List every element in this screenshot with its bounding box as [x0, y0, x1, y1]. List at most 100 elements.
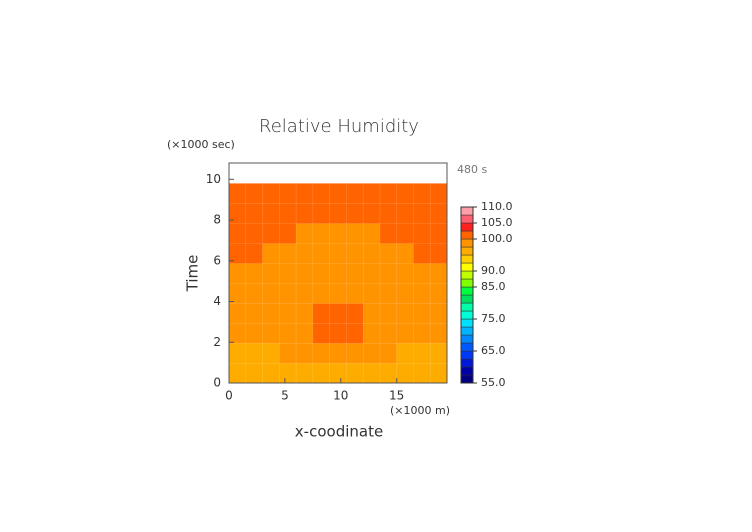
- contour-cell: [329, 342, 347, 364]
- contour-cell: [379, 242, 398, 264]
- contour-cell: [312, 282, 331, 304]
- contour-cell: [262, 362, 280, 384]
- chart-title: Relative Humidity: [259, 116, 419, 137]
- contour-cell: [362, 362, 381, 384]
- contour-cell: [396, 242, 415, 264]
- colorbar-box: [460, 286, 474, 296]
- contour-cell: [312, 242, 331, 264]
- colorbar-box: [460, 310, 474, 320]
- contour-cell: [245, 183, 264, 204]
- contour-cell: [362, 222, 381, 244]
- contour-cell: [379, 222, 398, 244]
- colorbar-box: [460, 270, 474, 280]
- contour-cell: [362, 203, 381, 224]
- contour-cell: [329, 222, 347, 244]
- contour-cell: [329, 262, 347, 284]
- colorbar-tick-label: 105.0: [481, 216, 513, 229]
- contour-cell: [329, 362, 347, 384]
- contour-cell: [329, 302, 347, 324]
- contour-cell: [295, 242, 314, 264]
- contour-cell: [262, 322, 280, 344]
- colorbar-box: [460, 230, 474, 240]
- colorbar-box: [460, 278, 474, 288]
- colorbar-box: [460, 238, 474, 248]
- contour-cell: [312, 302, 331, 324]
- contour-cell: [312, 322, 331, 344]
- contour-cell: [295, 302, 314, 324]
- contour-cell: [346, 203, 364, 224]
- contour-cell: [396, 362, 415, 384]
- contour-cell: [228, 342, 247, 364]
- contour-cell: [413, 183, 431, 204]
- colorbar-frame: [460, 206, 474, 384]
- contour-cell: [413, 362, 431, 384]
- contour-cell: [413, 342, 431, 364]
- contour-cell: [245, 322, 264, 344]
- contour-cell: [262, 222, 280, 244]
- contour-cell: [362, 322, 381, 344]
- contour-cell: [346, 222, 364, 244]
- x-tick-label: 15: [389, 389, 404, 403]
- colorbar-box: [460, 206, 474, 216]
- contour-cell: [312, 203, 331, 224]
- contour-cell: [228, 203, 247, 224]
- colorbar-tick-label: 90.0: [481, 264, 506, 277]
- contour-cell: [396, 183, 415, 204]
- colorbar-tick-label: 110.0: [481, 200, 513, 213]
- contour-cell: [228, 222, 247, 244]
- contour-cell: [362, 342, 381, 364]
- contour-cell: [295, 262, 314, 284]
- colorbar-box: [460, 262, 474, 272]
- contour-cell: [329, 282, 347, 304]
- colorbar-tick-label: 100.0: [481, 232, 513, 245]
- colorbar-tick-label: 75.0: [481, 312, 506, 325]
- y-tick-label: 6: [213, 253, 221, 267]
- contour-cell: [362, 242, 381, 264]
- contour-cell: [429, 262, 448, 284]
- contour-cell: [346, 362, 364, 384]
- contour-cell: [279, 262, 297, 284]
- contour-cell: [262, 203, 280, 224]
- contour-cell: [429, 282, 448, 304]
- contour-cell: [295, 322, 314, 344]
- contour-cell: [245, 203, 264, 224]
- contour-cell: [245, 222, 264, 244]
- contour-cell: [245, 362, 264, 384]
- colorbar-box: [460, 366, 474, 376]
- colorbar-tick-label: 65.0: [481, 344, 506, 357]
- colorbar-box: [460, 222, 474, 232]
- contour-cell: [262, 282, 280, 304]
- contour-cell: [413, 322, 431, 344]
- contour-cell: [379, 262, 398, 284]
- contour-cell: [279, 183, 297, 204]
- contour-cell: [228, 322, 247, 344]
- contour-cell: [413, 262, 431, 284]
- x-axis-label: x-coodinate: [295, 423, 383, 441]
- contour-cell: [396, 282, 415, 304]
- contour-cell: [413, 222, 431, 244]
- contour-cell: [295, 282, 314, 304]
- contour-cell: [379, 183, 398, 204]
- contour-cell: [346, 302, 364, 324]
- contour-cell: [346, 342, 364, 364]
- contour-cell: [429, 342, 448, 364]
- contour-cell: [262, 342, 280, 364]
- contour-cell: [228, 183, 247, 204]
- contour-cell: [413, 282, 431, 304]
- contour-cell: [245, 282, 264, 304]
- x-tick-label: 5: [281, 389, 289, 403]
- contour-cell: [396, 203, 415, 224]
- contour-cell: [429, 183, 448, 204]
- colorbar-box: [460, 246, 474, 256]
- contour-cell: [279, 342, 297, 364]
- contour-cell: [312, 262, 331, 284]
- y-tick-label: 8: [213, 213, 221, 227]
- contour-cell: [295, 362, 314, 384]
- y-unit: (×1000 sec): [167, 138, 235, 151]
- contour-cell: [429, 222, 448, 244]
- colorbar-box: [460, 294, 474, 304]
- contour-cell: [262, 262, 280, 284]
- contour-cell: [413, 203, 431, 224]
- colorbar-tick-label: 55.0: [481, 376, 506, 389]
